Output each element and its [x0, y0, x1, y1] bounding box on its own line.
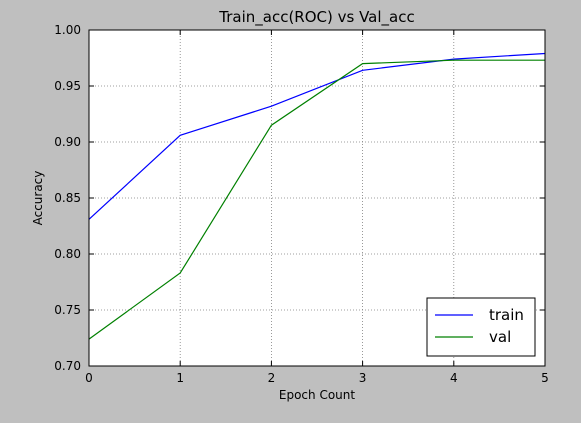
y-tick-label: 0.95: [54, 79, 81, 93]
ticks: [88, 29, 546, 367]
y-tick-label: 0.90: [54, 135, 81, 149]
x-tick-label: 3: [359, 371, 367, 385]
series-line-train: [88, 52, 546, 220]
tick-labels: 0 1 2 3 4 5 0.70 0.75 0.80 0.85 0.90 0.95 1.00: [54, 23, 549, 385]
x-tick-label: 0: [85, 371, 93, 385]
chart-title: Train_acc(ROC) vs Val_acc: [218, 8, 414, 27]
x-tick-label: 2: [268, 371, 276, 385]
x-axis-title: Epoch Count: [279, 388, 355, 402]
y-tick-label: 0.80: [54, 247, 81, 261]
legend: train val: [426, 297, 536, 357]
x-tick-label: 1: [176, 371, 184, 385]
y-tick-label: 0.70: [54, 359, 81, 373]
x-tick-label: 4: [450, 371, 458, 385]
y-tick-label: 0.85: [54, 191, 81, 205]
y-tick-label: 0.75: [54, 303, 81, 317]
series-layer: [88, 52, 546, 340]
y-axis-title: Accuracy: [31, 171, 45, 226]
series-line-val: [88, 59, 545, 340]
x-tick-label: 5: [541, 371, 549, 385]
legend-box: [426, 297, 536, 357]
y-tick-label: 1.00: [54, 23, 81, 37]
legend-label-train: train: [489, 306, 524, 324]
legend-label-val: val: [489, 328, 511, 346]
